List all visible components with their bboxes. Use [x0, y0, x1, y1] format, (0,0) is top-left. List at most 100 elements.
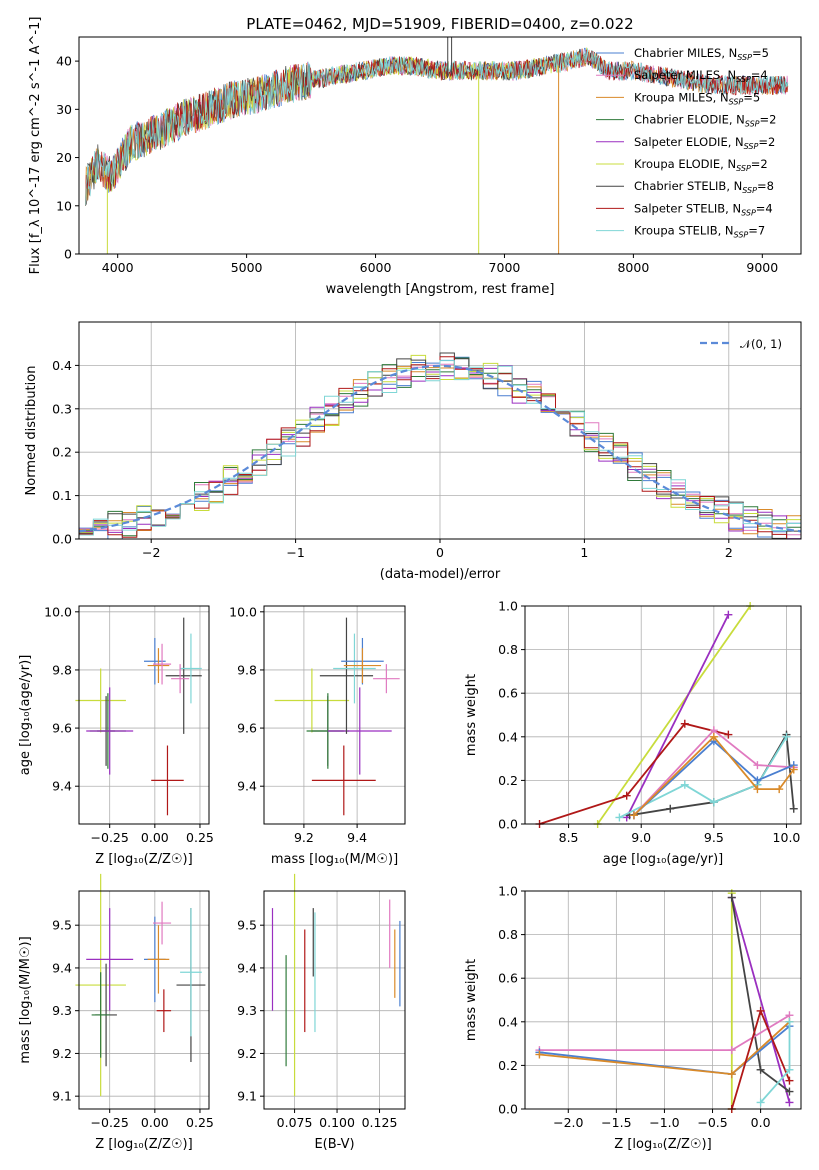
x-tick-label: 0.25: [186, 830, 214, 845]
panel-4: 8.5 9.0 9.5 10.0 0.0 0.2 0.4 0.6 0.8 1.0 age [log₁…: [464, 599, 802, 867]
x-axis-label: age [log₁₀(age/yr)]: [603, 852, 724, 867]
y-tick-label: 0.0: [498, 1102, 518, 1117]
y-tick-label: 9.8: [52, 662, 72, 677]
x-tick-label: 9.2: [294, 830, 314, 845]
y-tick-label: 9.8: [237, 662, 257, 677]
x-tick-label: −1.0: [649, 1115, 679, 1130]
legend-label: Chabrier MILES, NSSP=5: [634, 46, 769, 62]
x-tick-label: −2: [142, 545, 160, 560]
x-axis-label: Z [log₁₀(Z/Z☉)]: [95, 852, 192, 867]
axes-frame: [263, 890, 406, 1110]
panels-layer: 4000 5000 6000 7000 8000 9000010203040wavelen…: [18, 17, 802, 1152]
weight-line: [596, 605, 751, 825]
x-tick-label: 0.00: [141, 830, 169, 845]
y-axis-label: mass [log₁₀(M/M☉)]: [18, 936, 33, 1063]
x-axis-label: wavelength [Angstrom, rest frame]: [326, 282, 555, 297]
y-tick-label: 0.1: [52, 488, 72, 503]
panel-0: 4000 5000 6000 7000 8000 9000 0 10 20 30 40 wavelen…: [28, 17, 802, 297]
legend-label: 𝒩(0, 1): [740, 337, 782, 351]
x-tick-label: 9.4: [347, 830, 367, 845]
x-tick-label: 4000: [102, 260, 134, 275]
y-tick-label: 0.4: [498, 1014, 518, 1029]
panel-7: −2.0 −1.5 −1.0 −0.5 0.0 0.0 0.2 0.4 0.6 0.8 1.0 Z […: [464, 884, 802, 1152]
y-tick-label: 0.2: [498, 1058, 518, 1073]
legend-label: Salpeter ELODIE, NSSP=2: [634, 135, 775, 151]
weight-line: [539, 722, 729, 825]
x-tick-label: −2.0: [553, 1115, 583, 1130]
x-axis-label: (data-model)/error: [380, 567, 501, 582]
x-tick-label: 8.5: [559, 830, 579, 845]
panel-1: −2 −1 0 1 2 0.0 0.1 0.2 0.3 0.4 (data-model)/error…: [24, 321, 802, 582]
axes-frame: [263, 605, 406, 825]
weight-line: [633, 739, 795, 816]
panel-3: 9.2 9.4 9.4 9.6 9.8 10.0 mass [log₁₀(M/M☉)]: [229, 604, 406, 867]
y-tick-label: 9.4: [237, 779, 257, 794]
y-tick-label: 9.6: [237, 721, 257, 736]
x-tick-label: 0.00: [141, 1115, 169, 1130]
x-axis-label: mass [log₁₀(M/M☉)]: [271, 852, 398, 867]
x-tick-label: 9.0: [631, 830, 651, 845]
y-tick-label: 0.2: [498, 773, 518, 788]
legend-label: Salpeter MILES, NSSP=4: [634, 68, 768, 84]
y-tick-label: 9.1: [237, 1089, 257, 1104]
x-tick-label: 2: [725, 545, 733, 560]
y-axis-label: mass weight: [464, 674, 479, 756]
x-tick-label: −0.5: [697, 1115, 727, 1130]
x-tick-label: 10.0: [773, 830, 801, 845]
y-tick-label: 0.3: [52, 401, 72, 416]
y-tick-label: 9.1: [52, 1089, 72, 1104]
x-tick-label: 0.125: [362, 1115, 398, 1130]
y-tick-label: 0.4: [52, 358, 72, 373]
y-tick-label: 9.2: [52, 1046, 72, 1061]
y-tick-label: 10.0: [229, 604, 257, 619]
y-tick-label: 9.4: [237, 960, 257, 975]
y-tick-label: 0.8: [498, 642, 518, 657]
y-tick-label: 9.5: [52, 918, 72, 933]
y-tick-label: 20: [56, 150, 72, 165]
y-tick-label: 30: [56, 102, 72, 117]
spectrum-line: [85, 48, 789, 206]
y-tick-label: 0.6: [498, 686, 518, 701]
y-tick-label: 0.8: [498, 927, 518, 942]
y-tick-label: 0.0: [498, 817, 518, 832]
y-tick-label: 0: [64, 247, 72, 262]
x-axis-label: Z [log₁₀(Z/Z☉)]: [614, 1137, 711, 1152]
y-tick-label: 0.6: [498, 971, 518, 986]
legend-label: Chabrier STELIB, NSSP=8: [634, 179, 774, 195]
y-tick-label: 9.4: [52, 779, 72, 794]
panel-5: −0.25 0.00 0.25 9.1 9.2 9.3 9.4 9.5 Z [log₁₀(Z/Z…: [18, 873, 214, 1152]
weight-line: [633, 729, 794, 816]
weight-line: [730, 897, 791, 1103]
y-tick-label: 1.0: [498, 599, 518, 614]
legend-label: Kroupa ELODIE, NSSP=2: [634, 157, 768, 173]
weight-line: [625, 614, 730, 818]
legend-label: Chabrier ELODIE, NSSP=2: [634, 113, 776, 129]
x-tick-label: 0.0: [751, 1115, 771, 1130]
legend-label: Salpeter STELIB, NSSP=4: [634, 201, 773, 217]
y-axis-label: Flux [f_λ 10^-17 erg cm^-2 s^-1 A^-1]: [28, 17, 43, 275]
y-tick-label: 0.4: [498, 729, 518, 744]
x-tick-label: 0.25: [186, 1115, 214, 1130]
y-tick-label: 9.3: [52, 1003, 72, 1018]
x-tick-label: 8000: [617, 260, 649, 275]
y-axis-label: Normed distribution: [24, 366, 39, 496]
y-tick-label: 1.0: [498, 884, 518, 899]
gaussian-curve: [78, 364, 802, 533]
axes-frame: [524, 890, 802, 1110]
y-axis-label: age [log₁₀(age/yr)]: [18, 655, 33, 776]
x-tick-label: 9000: [746, 260, 778, 275]
x-tick-label: 6000: [360, 260, 392, 275]
y-axis-label: mass weight: [464, 959, 479, 1041]
y-tick-label: 40: [56, 54, 72, 69]
x-tick-label: 0.100: [319, 1115, 355, 1130]
x-tick-label: 1: [580, 545, 588, 560]
panel-6: 0.075 0.100 0.125 9.1 9.2 9.3 9.4 9.5 E(B-V): [237, 873, 406, 1152]
y-tick-label: 0.0: [52, 532, 72, 547]
panel-2: −0.25 0.00 0.25 9.4 9.6 9.8 10.0 Z [log₁₀(Z/Z☉)…: [18, 604, 214, 867]
y-tick-label: 9.3: [237, 1003, 257, 1018]
y-tick-label: 0.2: [52, 445, 72, 460]
x-tick-label: −1: [286, 545, 304, 560]
x-tick-label: 9.5: [704, 830, 724, 845]
